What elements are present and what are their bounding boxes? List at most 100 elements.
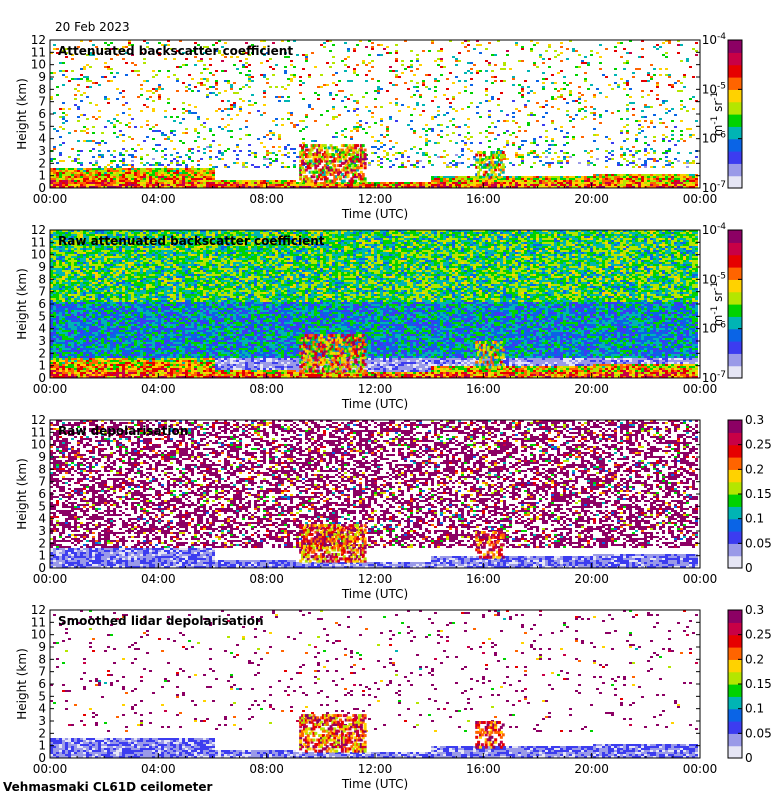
y-tick-label: 1 — [38, 169, 46, 183]
x-tick-label: 08:00 — [249, 572, 284, 586]
y-tick-label: 2 — [38, 346, 46, 360]
y-tick-label: 1 — [38, 549, 46, 563]
colorbar-tick-label: 10-7 — [702, 370, 726, 385]
y-tick-label: 5 — [38, 309, 46, 323]
colorbar-unit: m-1 sr-1 — [710, 92, 725, 137]
x-tick-label: 04:00 — [141, 382, 176, 396]
panel-title: Smoothed lidar depolarisation — [58, 614, 264, 628]
y-tick-label: 4 — [38, 512, 46, 526]
colorbar-tick-label: 0 — [745, 751, 753, 765]
colorbar-tick-label: 0 — [745, 561, 753, 575]
y-tick-label: 5 — [38, 689, 46, 703]
y-axis-label: Height (km) — [15, 268, 29, 339]
y-tick-label: 12 — [31, 603, 46, 617]
colorbar: 0 0.05 0.1 0.15 0.2 0.25 0.3 — [728, 413, 772, 575]
y-tick-label: 2 — [38, 156, 46, 170]
y-tick-label: 12 — [31, 413, 46, 427]
x-tick-label: 16:00 — [466, 382, 501, 396]
colorbar-tick-label: 10-7 — [702, 180, 726, 195]
x-tick-label: 20:00 — [574, 762, 609, 776]
x-tick-label: 12:00 — [358, 762, 393, 776]
x-tick-label: 12:00 — [358, 192, 393, 206]
y-axis-label: Height (km) — [15, 648, 29, 719]
x-tick-label: 00:00 — [683, 762, 718, 776]
heatmap-field — [50, 420, 698, 548]
x-axis-label: Time (UTC) — [341, 207, 408, 221]
x-tick-label: 04:00 — [141, 192, 176, 206]
colorbar-tick-label: 0.1 — [745, 702, 764, 716]
y-tick-label: 10 — [31, 628, 46, 642]
x-tick-label: 00:00 — [33, 762, 68, 776]
y-tick-label: 3 — [38, 144, 46, 158]
x-tick-label: 00:00 — [33, 382, 68, 396]
panel-title: Raw attenuated backscatter coefficient — [58, 234, 325, 248]
y-tick-label: 9 — [38, 260, 46, 274]
y-tick-label: 11 — [31, 615, 46, 629]
colorbar-tick-label: 10-4 — [702, 222, 727, 237]
y-tick-label: 5 — [38, 499, 46, 513]
y-tick-label: 7 — [38, 95, 46, 109]
x-tick-label: 16:00 — [466, 762, 501, 776]
y-tick-label: 2 — [38, 536, 46, 550]
colorbar-tick-label: 0.1 — [745, 512, 764, 526]
y-tick-label: 10 — [31, 438, 46, 452]
x-tick-label: 16:00 — [466, 192, 501, 206]
colorbar-tick-label: 0.2 — [745, 462, 764, 476]
colorbar: 10-710-610-510-4m-1 sr-1 — [702, 222, 742, 385]
y-tick-label: 12 — [31, 223, 46, 237]
x-tick-label: 04:00 — [141, 762, 176, 776]
y-tick-label: 10 — [31, 58, 46, 72]
x-tick-label: 12:00 — [358, 572, 393, 586]
panel-title: Raw depolarisation — [58, 424, 188, 438]
y-tick-label: 3 — [38, 714, 46, 728]
x-tick-label: 00:00 — [33, 572, 68, 586]
x-tick-label: 04:00 — [141, 572, 176, 586]
x-tick-label: 00:00 — [33, 192, 68, 206]
y-tick-label: 7 — [38, 665, 46, 679]
y-tick-label: 4 — [38, 322, 46, 336]
y-tick-label: 8 — [38, 462, 46, 476]
x-axis-label: Time (UTC) — [341, 587, 408, 601]
colorbar-tick-label: 0.15 — [745, 487, 772, 501]
y-tick-label: 11 — [31, 425, 46, 439]
colorbar-unit: m-1 sr-1 — [710, 282, 725, 327]
colorbar: 00.050.10.150.20.250.3 — [728, 603, 772, 765]
colorbar: 10-710-610-510-4m-1 sr-1 — [702, 32, 742, 195]
plot-area — [50, 40, 700, 188]
y-tick-label: 5 — [38, 119, 46, 133]
x-tick-label: 00:00 — [683, 572, 718, 586]
colorbar-tick-label: 0.25 — [745, 438, 772, 452]
colorbar-tick-label: 0.15 — [745, 677, 772, 691]
heatmap-field — [50, 230, 698, 378]
x-tick-label: 16:00 — [466, 572, 501, 586]
colorbar-tick-label: 0.05 — [745, 536, 772, 550]
y-tick-label: 7 — [38, 285, 46, 299]
y-tick-label: 6 — [38, 677, 46, 691]
x-tick-label: 08:00 — [249, 192, 284, 206]
y-tick-label: 8 — [38, 272, 46, 286]
colorbar-tick-label: 0.25 — [745, 628, 772, 642]
x-tick-label: 08:00 — [249, 382, 284, 396]
colorbar-tick-label: 0.3 — [745, 413, 764, 427]
y-tick-label: 3 — [38, 524, 46, 538]
y-tick-label: 8 — [38, 652, 46, 666]
colorbar-tick-label: 0.3 — [745, 603, 764, 617]
y-tick-label: 4 — [38, 132, 46, 146]
y-tick-label: 2 — [38, 726, 46, 740]
y-tick-label: 6 — [38, 487, 46, 501]
y-tick-label: 11 — [31, 235, 46, 249]
y-tick-label: 9 — [38, 450, 46, 464]
x-axis-label: Time (UTC) — [341, 397, 408, 411]
y-tick-label: 1 — [38, 359, 46, 373]
y-tick-label: 8 — [38, 82, 46, 96]
x-axis-label: Time (UTC) — [341, 777, 408, 791]
y-tick-label: 6 — [38, 107, 46, 121]
y-tick-label: 12 — [31, 33, 46, 47]
y-tick-label: 3 — [38, 334, 46, 348]
x-tick-label: 12:00 — [358, 382, 393, 396]
